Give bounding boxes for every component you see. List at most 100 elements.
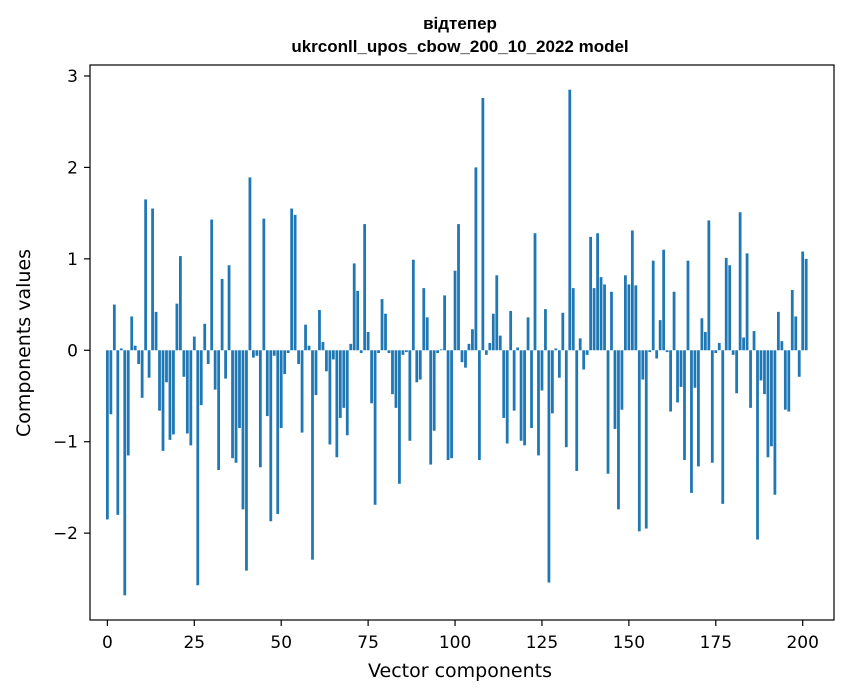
x-axis-label: Vector components: [368, 660, 552, 682]
bar: [283, 350, 287, 375]
bar: [721, 350, 725, 504]
bar: [620, 350, 624, 410]
bar: [443, 295, 447, 351]
bar: [700, 318, 704, 351]
x-tick-label: 100: [439, 633, 471, 653]
bar: [408, 350, 412, 441]
bar: [683, 350, 686, 460]
bar: [589, 236, 593, 351]
bar: [481, 97, 485, 351]
bar: [557, 350, 561, 378]
bar: [745, 253, 749, 351]
bar: [387, 350, 391, 354]
bar: [394, 350, 398, 408]
bar: [474, 167, 478, 351]
bar: [418, 350, 422, 380]
bar: [516, 347, 520, 351]
bar: [686, 260, 690, 351]
bar: [345, 350, 349, 436]
bar: [603, 284, 606, 351]
bar: [151, 208, 154, 351]
bar: [783, 350, 787, 410]
bar: [776, 311, 780, 351]
bar: [356, 290, 360, 351]
bar: [165, 350, 168, 383]
bar: [335, 350, 339, 458]
bar: [630, 230, 634, 351]
y-tick-label: 0: [67, 341, 78, 361]
bar: [728, 265, 732, 351]
bar: [571, 288, 575, 351]
bar: [325, 350, 328, 372]
bar: [258, 350, 262, 468]
bar: [147, 350, 151, 378]
bar: [533, 233, 537, 351]
bar: [213, 350, 217, 390]
bar: [252, 350, 255, 358]
bar: [206, 350, 210, 364]
bar: [130, 316, 134, 351]
bar: [144, 199, 148, 351]
bar: [540, 350, 544, 391]
bar: [384, 313, 387, 351]
plot-frame: [89, 64, 835, 621]
bar: [189, 350, 193, 446]
bar: [599, 277, 603, 351]
bar: [398, 350, 401, 484]
bar: [123, 350, 127, 596]
bar: [703, 331, 707, 351]
bar: [648, 350, 652, 353]
bar: [544, 309, 547, 351]
bar: [411, 259, 415, 351]
x-tick-label: 175: [700, 633, 732, 653]
bar: [161, 350, 165, 451]
bar: [439, 349, 443, 351]
bar: [742, 337, 745, 351]
bar: [217, 350, 221, 471]
bar: [759, 350, 763, 381]
bar: [464, 350, 467, 368]
bar: [262, 218, 266, 351]
bar: [512, 350, 516, 411]
bar: [210, 219, 214, 351]
bar: [331, 350, 335, 360]
y-axis-label: Components values: [13, 249, 35, 437]
bar: [477, 350, 481, 460]
bar: [488, 342, 492, 351]
bar: [672, 291, 676, 351]
x-tick-label: 125: [526, 633, 558, 653]
bar: [377, 350, 380, 354]
bar: [710, 350, 714, 463]
bar: [749, 350, 752, 408]
y-tick-label: −1: [53, 433, 78, 453]
bar: [220, 278, 224, 351]
bar: [116, 350, 120, 515]
bar: [665, 350, 669, 353]
bar: [651, 260, 655, 351]
bar: [676, 350, 679, 403]
bar: [596, 233, 599, 351]
bar: [446, 350, 450, 460]
bar: [662, 249, 666, 351]
x-tick-label: 75: [357, 633, 379, 653]
bar: [658, 320, 662, 351]
bar: [731, 350, 735, 355]
bar: [787, 350, 791, 412]
bar: [717, 342, 721, 351]
bar: [199, 350, 203, 406]
bar: [265, 350, 269, 417]
bar: [245, 350, 248, 571]
bar: [697, 350, 700, 467]
bar: [637, 350, 641, 532]
bar: [224, 350, 227, 379]
bar: [644, 350, 648, 529]
bar: [537, 350, 540, 456]
bar: [613, 350, 617, 429]
y-tick-label: 3: [67, 67, 78, 87]
bar: [797, 350, 801, 377]
bar: [321, 342, 325, 351]
bar: [404, 350, 408, 353]
bar: [756, 350, 759, 540]
bar: [450, 350, 453, 459]
x-tick-label: 150: [613, 633, 645, 653]
